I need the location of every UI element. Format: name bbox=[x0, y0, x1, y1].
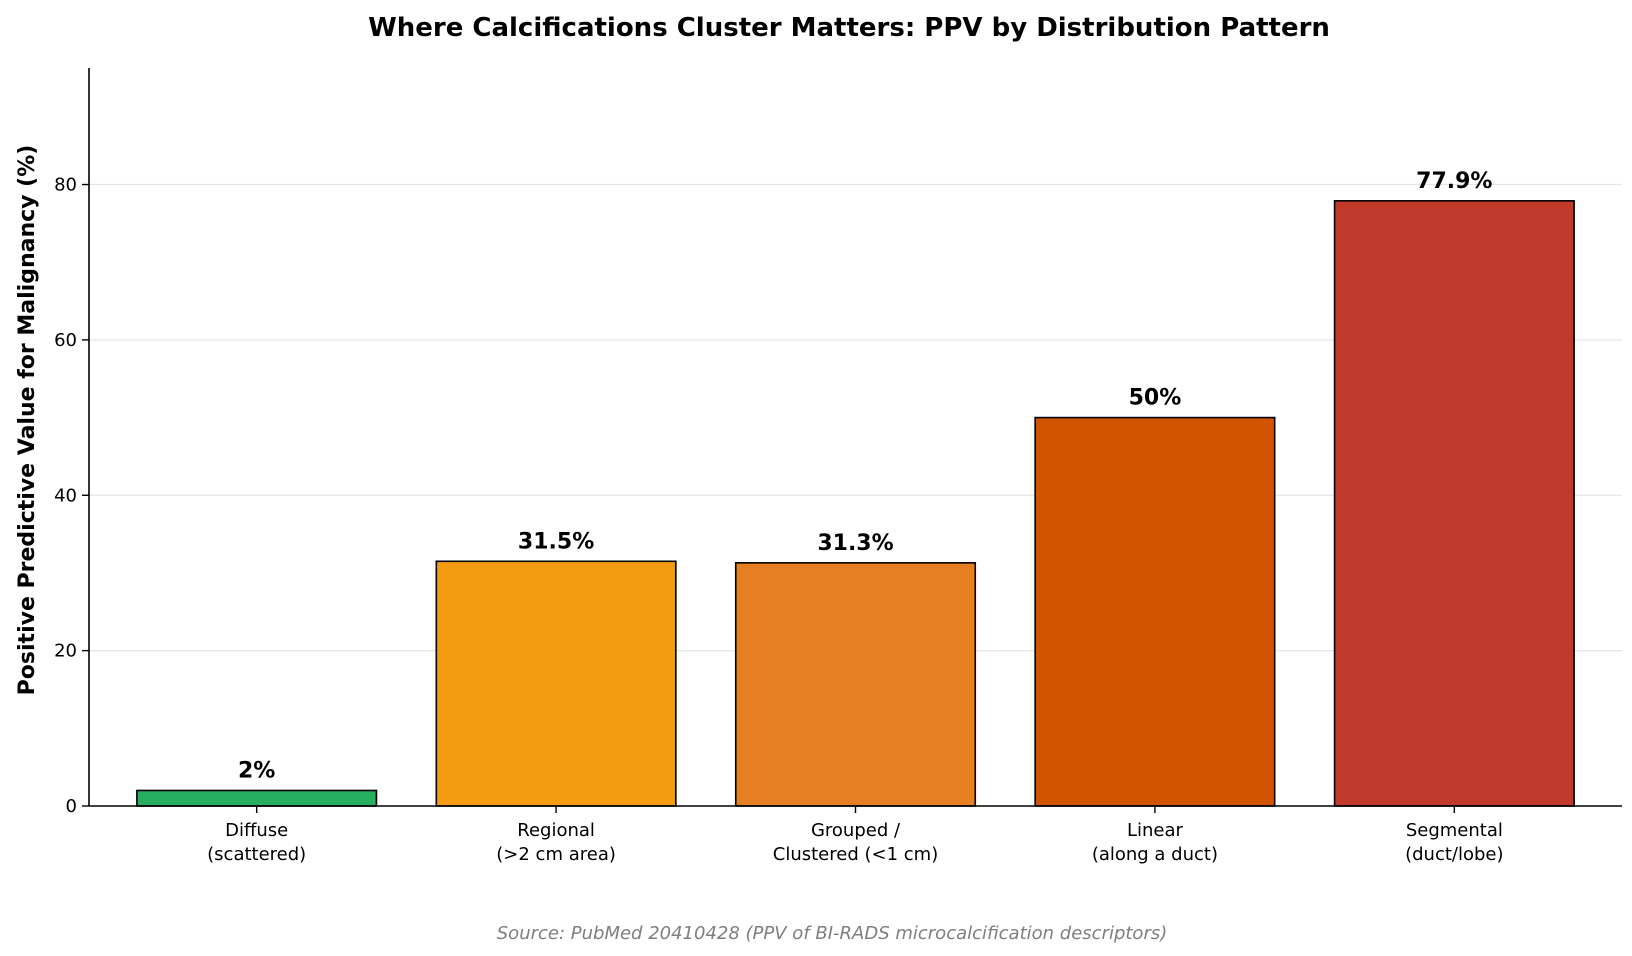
x-tick-label: Segmental (duct/lobe) bbox=[1405, 820, 1503, 865]
chart-title: Where Calcifications Cluster Matters: PP… bbox=[368, 13, 1330, 43]
x-tick-label: Grouped / Clustered (<1 cm) bbox=[773, 820, 938, 865]
bar bbox=[435, 560, 677, 807]
data-label: 2% bbox=[238, 758, 275, 783]
y-tick-label: 80 bbox=[54, 175, 77, 196]
y-tick-label: 40 bbox=[54, 485, 77, 506]
data-label-layer: 2% 31.5% 31.3% 50% 77.9% bbox=[238, 169, 1493, 784]
y-tick-label: 0 bbox=[66, 796, 77, 817]
source-note: Source: PubMed 20410428 (PPV of BI-RADS … bbox=[497, 923, 1168, 944]
x-tick-label: Diffuse (scattered) bbox=[207, 820, 306, 865]
y-tick-label: 60 bbox=[54, 330, 77, 351]
x-tick-label: Linear (along a duct) bbox=[1092, 820, 1218, 865]
bar bbox=[1034, 416, 1276, 807]
data-label: 50% bbox=[1129, 386, 1182, 411]
bar bbox=[136, 789, 378, 807]
bar-layer bbox=[136, 200, 1575, 807]
bar bbox=[1333, 200, 1575, 807]
y-tick-label: 20 bbox=[54, 641, 77, 662]
y-axis-label: Positive Predictive Value for Malignancy… bbox=[15, 145, 40, 696]
x-tick-label: Regional (>2 cm area) bbox=[496, 820, 616, 865]
x-tick-layer: Diffuse (scattered) Regional (>2 cm area) Gr… bbox=[207, 806, 1504, 865]
data-label: 31.3% bbox=[817, 531, 893, 556]
data-label: 31.5% bbox=[518, 529, 594, 554]
bar bbox=[734, 562, 977, 807]
y-tick-layer: 0 20 40 60 80 bbox=[54, 175, 89, 817]
data-label: 77.9% bbox=[1416, 169, 1492, 194]
